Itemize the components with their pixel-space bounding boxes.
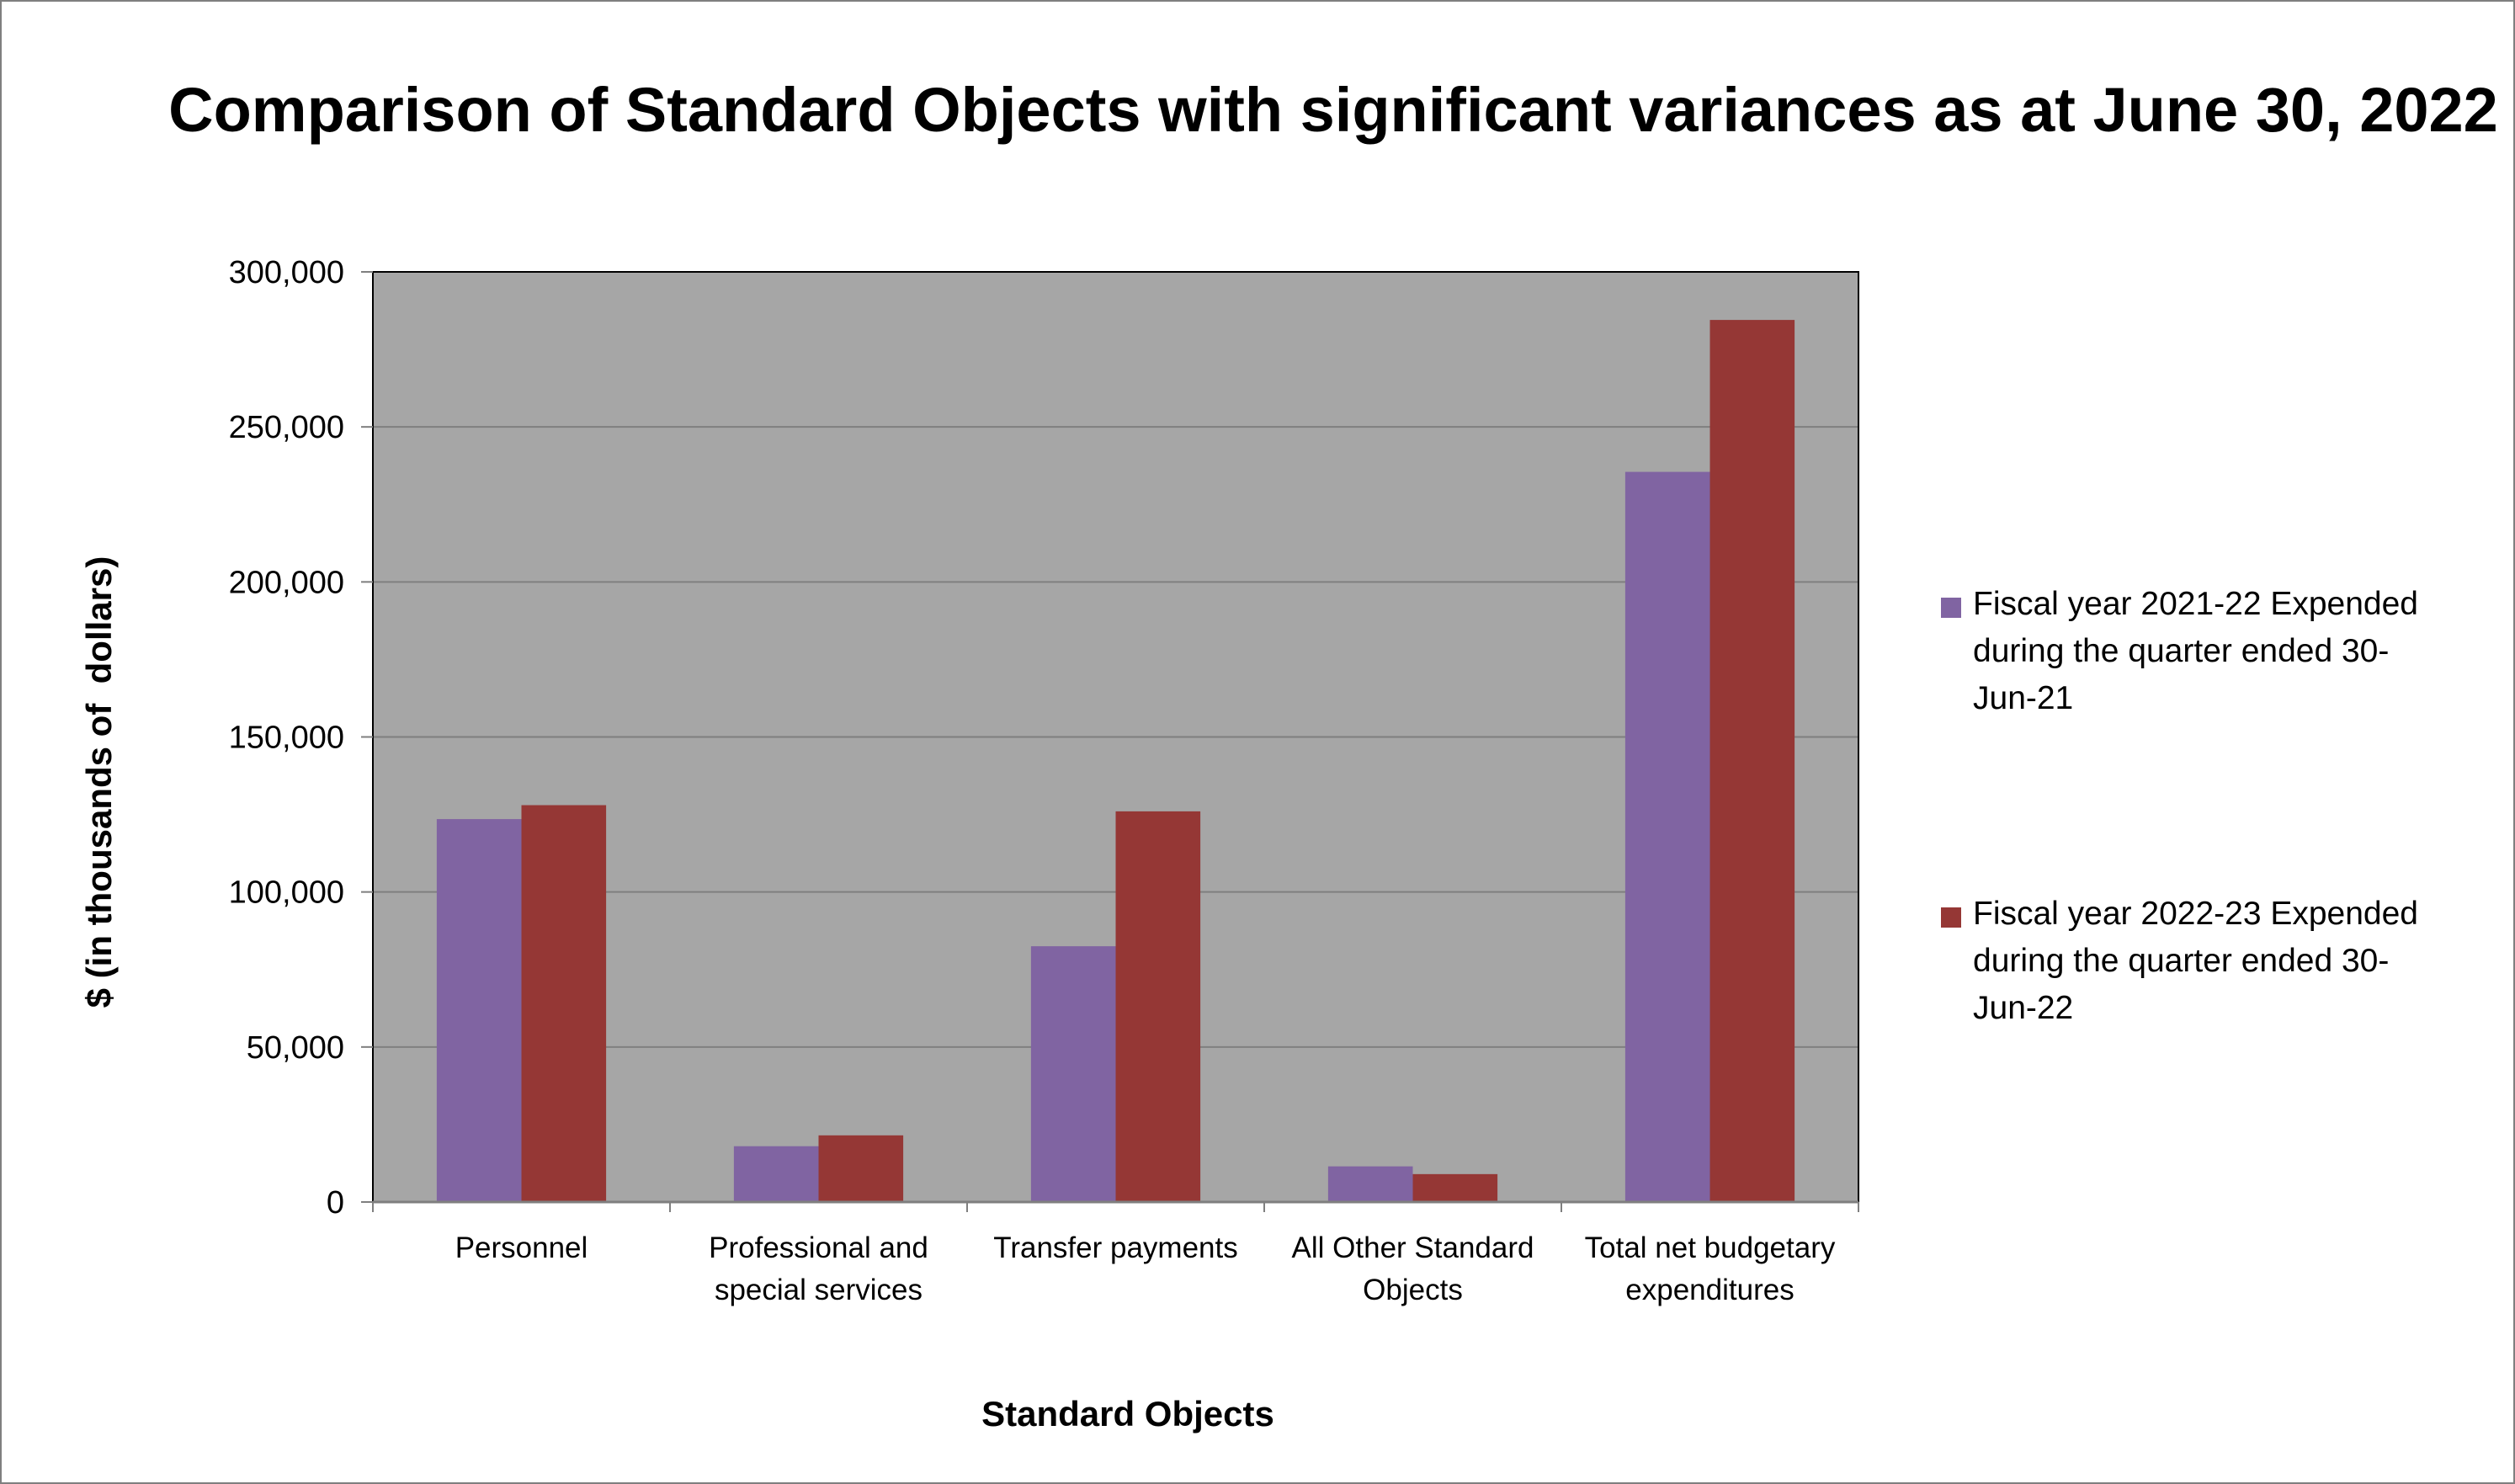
y-tick-label: 150,000 (229, 721, 344, 756)
legend-label-line: Jun-21 (1973, 680, 2074, 716)
legend-swatch-series-2 (1941, 907, 1961, 928)
x-axis-title: Standard Objects (981, 1394, 1274, 1433)
x-category-label: special services (715, 1274, 923, 1306)
x-category-label: Transfer payments (993, 1231, 1237, 1264)
bar-series-2 (1115, 811, 1201, 1202)
x-category-label: Total net budgetary (1585, 1231, 1836, 1264)
bar-series-1 (733, 1146, 819, 1202)
bar-series-1 (1327, 1166, 1413, 1202)
bar-series-1 (1624, 471, 1710, 1202)
bar-series-1 (436, 819, 522, 1202)
x-category-label: All Other Standard (1292, 1231, 1534, 1264)
legend-label-line: during the quarter ended 30- (1973, 943, 2390, 979)
x-category-label: Objects (1363, 1274, 1463, 1306)
legend: Fiscal year 2021-22 Expended during the … (1941, 581, 2480, 1032)
y-tick-label: 0 (327, 1185, 344, 1221)
chart-title: Comparison of Standard Objects with sign… (168, 75, 2498, 145)
bar-series-2 (521, 805, 607, 1202)
legend-label-line: Jun-22 (1973, 990, 2074, 1026)
legend-swatch-series-1 (1941, 598, 1961, 618)
legend-item-series-2: Fiscal year 2022-23 Expended during the … (1941, 891, 2480, 1032)
bar-series-2 (1709, 320, 1795, 1202)
legend-label-line: Fiscal year 2022-23 Expended (1973, 896, 2418, 932)
x-category-label: Personnel (455, 1231, 588, 1264)
y-tick-label: 300,000 (229, 255, 344, 290)
y-axis-title: $ (in thousands of dollars) (79, 556, 119, 1008)
legend-label-line: Fiscal year 2021-22 Expended (1973, 586, 2418, 622)
y-tick-label: 200,000 (229, 565, 344, 600)
bar-series-1 (1030, 946, 1116, 1202)
y-tick-label: 100,000 (229, 875, 344, 911)
legend-item-series-1: Fiscal year 2021-22 Expended during the … (1941, 581, 2480, 722)
x-category-label: expenditures (1625, 1274, 1794, 1306)
x-category-label: Professional and (709, 1231, 928, 1264)
legend-label-line: during the quarter ended 30- (1973, 633, 2390, 669)
y-tick-label: 50,000 (247, 1030, 344, 1066)
y-tick-label: 250,000 (229, 410, 344, 445)
bar-series-2 (1412, 1173, 1498, 1202)
bar-series-2 (818, 1135, 904, 1202)
